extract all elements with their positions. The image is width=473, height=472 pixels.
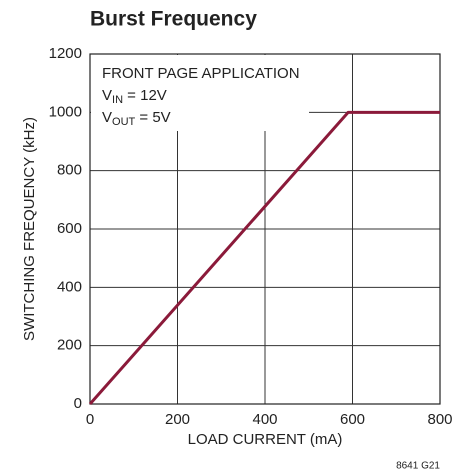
y-tick-label: 1200	[49, 45, 82, 62]
x-tick-label: 800	[427, 411, 452, 428]
x-tick-label: 400	[252, 411, 277, 428]
chart-title: Burst Frequency	[90, 8, 257, 31]
annotation-text: V	[102, 87, 112, 104]
annotation-box	[91, 55, 309, 131]
annotation-rest: = 12V	[123, 87, 167, 104]
annotation-text: V	[102, 109, 112, 126]
plot-frame	[89, 53, 441, 405]
data-line	[88, 110, 440, 405]
y-tick-label: 0	[74, 395, 82, 412]
annotation-rest: = 5V	[135, 109, 170, 126]
annotation-text: FRONT PAGE APPLICATION	[102, 65, 300, 82]
x-tick-label: 0	[86, 411, 94, 428]
y-tick-label: 400	[57, 278, 82, 295]
annotation-sub: OUT	[112, 116, 136, 128]
annotation: FRONT PAGE APPLICATION	[102, 65, 300, 82]
annotation: VOUT = 5V	[102, 109, 171, 128]
y-tick-label: 1000	[49, 103, 82, 120]
x-axis-label: LOAD CURRENT (mA)	[188, 431, 343, 448]
y-axis-label: SWITCHING FREQUENCY (kHz)	[21, 117, 38, 341]
y-tick-label: 800	[57, 162, 82, 179]
x-tick-label: 200	[165, 411, 190, 428]
annotation-sub: IN	[112, 94, 123, 106]
footnote: 8641 G21	[396, 461, 440, 472]
annotation: VIN = 12V	[102, 87, 167, 106]
y-tick-label: 600	[57, 220, 82, 237]
y-tick-label: 200	[57, 337, 82, 354]
x-tick-label: 600	[340, 411, 365, 428]
